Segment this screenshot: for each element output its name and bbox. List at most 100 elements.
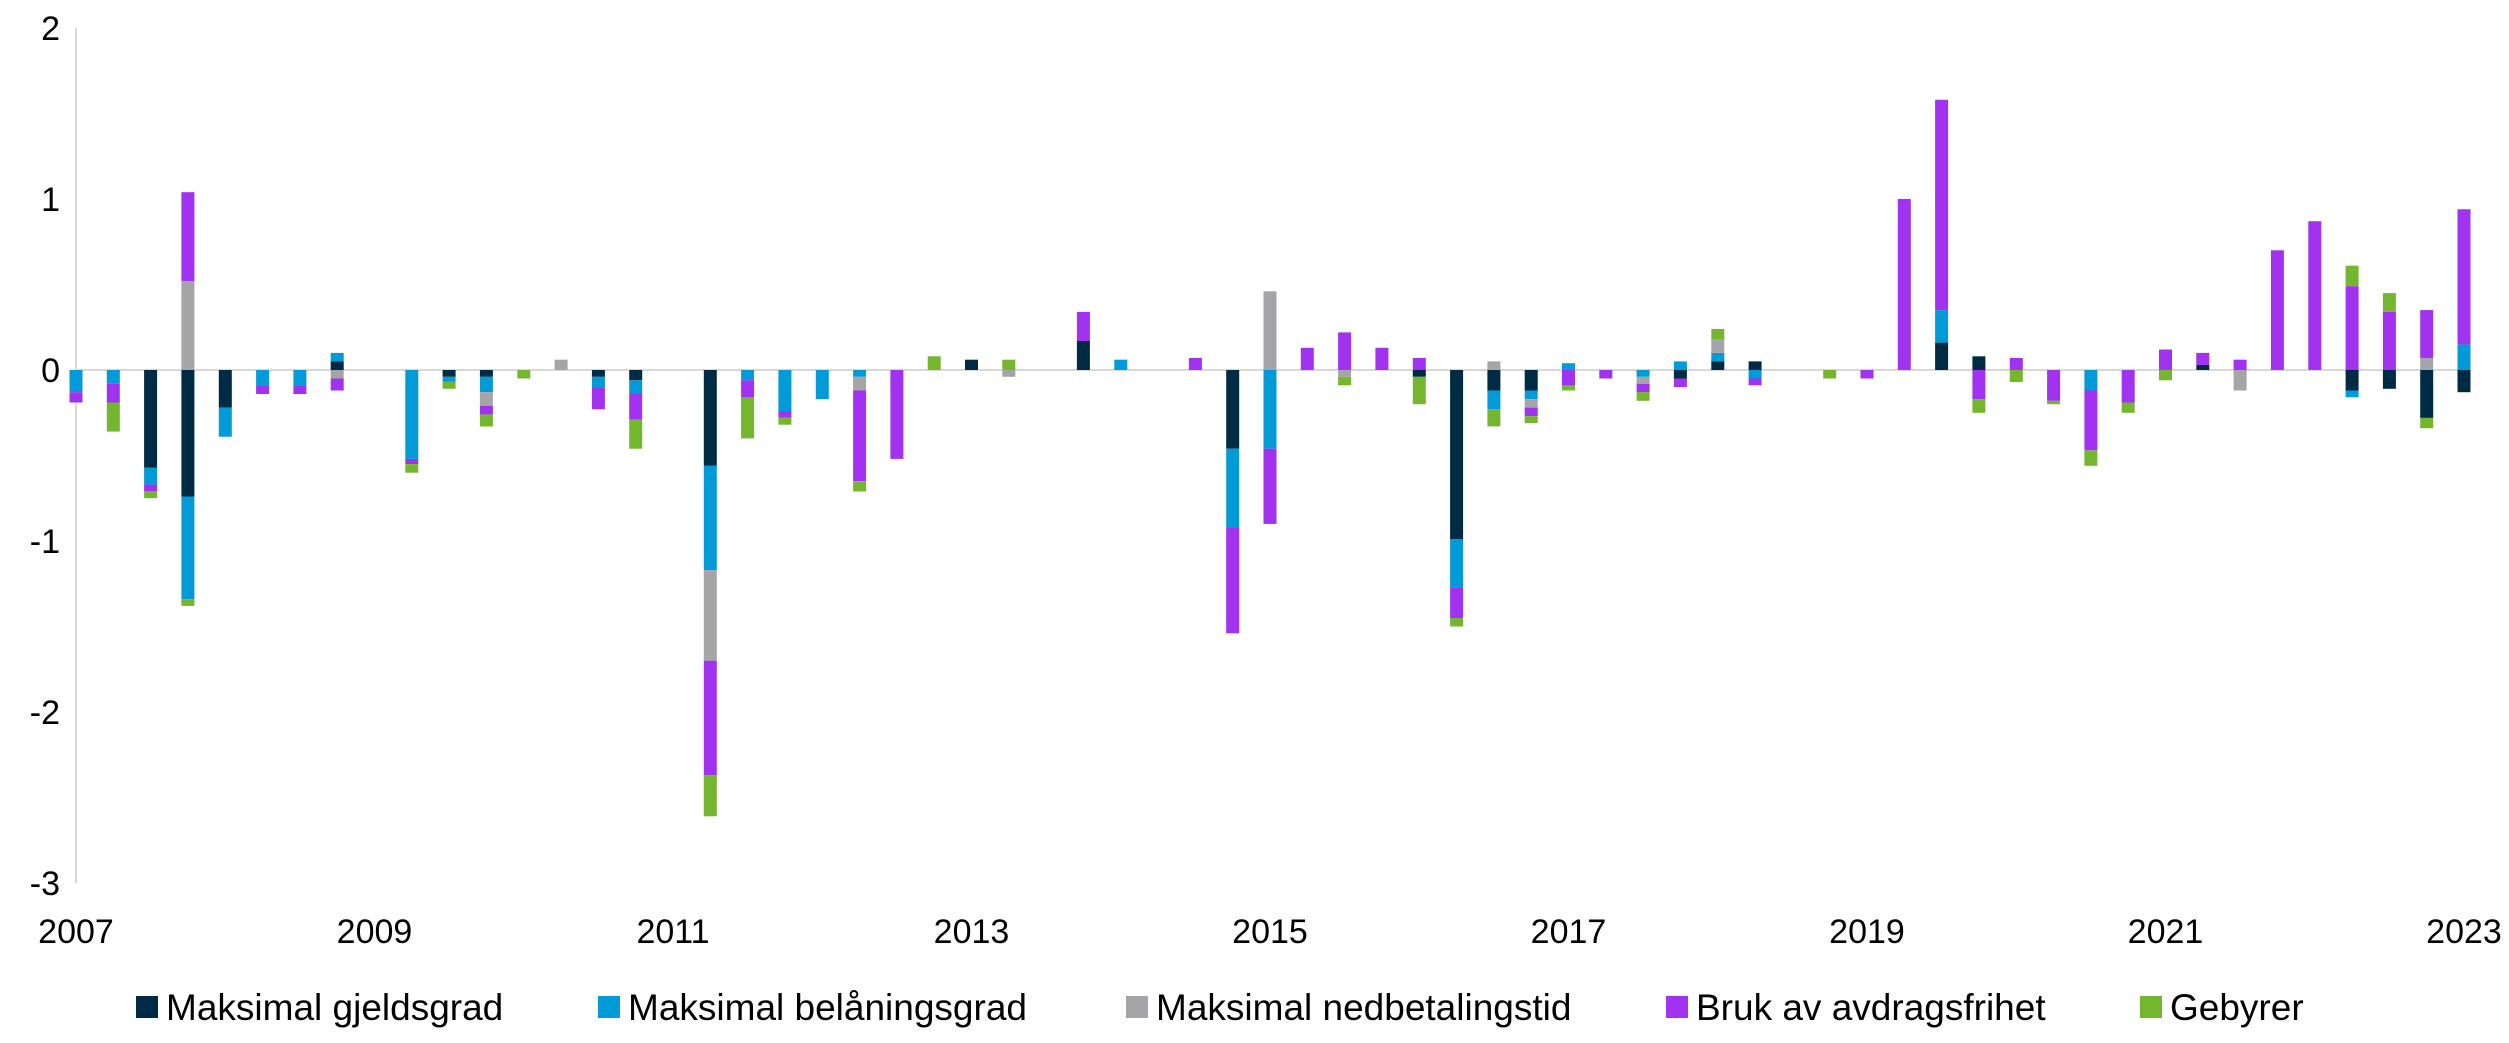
bar-segment-maksimal-gjeldsgrad bbox=[1450, 370, 1464, 540]
bar-segment-bruk-av-avdragsfrihet bbox=[256, 385, 270, 394]
bar-segment-bruk-av-avdragsfrihet bbox=[1897, 199, 1911, 370]
bar-segment-maksimal-gjeldsgrad bbox=[1412, 370, 1426, 377]
bar-segment-bruk-av-avdragsfrihet bbox=[69, 392, 83, 403]
bar-segment-maksimal-gjeldsgrad bbox=[1711, 361, 1725, 370]
bar-segment-maksimal-gjeldsgrad bbox=[181, 370, 195, 497]
bar-segment-bruk-av-avdragsfrihet bbox=[2009, 358, 2023, 370]
bar-segment-bruk-av-avdragsfrihet bbox=[2420, 310, 2434, 358]
bar-segment-bruk-av-avdragsfrihet bbox=[1226, 527, 1240, 634]
bar-segment-maksimal-bel-ningsgrad bbox=[853, 370, 867, 377]
bar-segment-bruk-av-avdragsfrihet bbox=[1412, 358, 1426, 370]
bar-segment-bruk-av-avdragsfrihet bbox=[1860, 370, 1874, 379]
bar-segment-maksimal-nedbetalingstid bbox=[2233, 370, 2247, 391]
legend-item: Bruk av avdragsfrihet bbox=[1666, 987, 2046, 1028]
bar-segment-bruk-av-avdragsfrihet bbox=[1972, 370, 1986, 400]
bar-segment-maksimal-gjeldsgrad bbox=[479, 370, 493, 377]
bar-segment-maksimal-bel-ningsgrad bbox=[1524, 390, 1538, 399]
x-tick-label: 2023 bbox=[2426, 913, 2502, 951]
bar-segment-maksimal-nedbetalingstid bbox=[330, 370, 344, 379]
legend-item: Maksimal gjeldsgrad bbox=[136, 987, 503, 1028]
bar-segment-maksimal-bel-ningsgrad bbox=[1935, 310, 1949, 343]
bar-segment-bruk-av-avdragsfrihet bbox=[1562, 370, 1575, 386]
legend-item: Gebyrer bbox=[2140, 987, 2304, 1028]
bar-segment-gebyrer bbox=[2420, 417, 2434, 429]
bar-segment-bruk-av-avdragsfrihet bbox=[405, 458, 419, 464]
bar-segment-gebyrer bbox=[1524, 416, 1538, 423]
legend-item: Maksimal belåningsgrad bbox=[598, 987, 1027, 1028]
bar-segment-gebyrer bbox=[1823, 370, 1837, 379]
y-tick-label: 0 bbox=[41, 352, 60, 390]
y-tick-label: -2 bbox=[30, 694, 60, 732]
legend-swatch bbox=[1666, 996, 1688, 1018]
bar-segment-gebyrer bbox=[2047, 400, 2061, 405]
bar-segment-maksimal-gjeldsgrad bbox=[330, 361, 344, 370]
bar-segment-gebyrer bbox=[1412, 376, 1426, 405]
bar-segment-maksimal-bel-ningsgrad bbox=[256, 370, 270, 386]
bar-segment-bruk-av-avdragsfrihet bbox=[1748, 378, 1762, 386]
x-tick-label: 2021 bbox=[2128, 913, 2204, 951]
bar-segment-maksimal-bel-ningsgrad bbox=[1636, 370, 1650, 377]
bar-segment-maksimal-gjeldsgrad bbox=[1226, 370, 1240, 449]
legend-label: Gebyrer bbox=[2170, 987, 2304, 1028]
bar-segment-gebyrer bbox=[853, 481, 867, 492]
bar-segment-gebyrer bbox=[629, 419, 643, 449]
bar-segment-bruk-av-avdragsfrihet bbox=[144, 484, 158, 492]
bar-segment-gebyrer bbox=[1636, 392, 1650, 401]
bar-segment-bruk-av-avdragsfrihet bbox=[1673, 378, 1687, 388]
bar-segment-bruk-av-avdragsfrihet bbox=[181, 192, 195, 282]
legend-swatch bbox=[136, 996, 158, 1018]
bar-segment-gebyrer bbox=[1338, 376, 1352, 386]
bar-segment-bruk-av-avdragsfrihet bbox=[2382, 311, 2396, 370]
bar-segment-gebyrer bbox=[2159, 370, 2172, 381]
bar-segment-maksimal-bel-ningsgrad bbox=[703, 465, 717, 571]
legend-swatch bbox=[2140, 996, 2162, 1018]
bar-segment-maksimal-gjeldsgrad bbox=[629, 370, 643, 381]
bar-segment-gebyrer bbox=[778, 417, 792, 425]
bar-segment-maksimal-bel-ningsgrad bbox=[1673, 361, 1687, 370]
y-tick-label: 1 bbox=[41, 181, 60, 219]
bar-segment-bruk-av-avdragsfrihet bbox=[106, 383, 120, 403]
bar-segment-maksimal-bel-ningsgrad bbox=[442, 376, 456, 382]
bar-segment-maksimal-bel-ningsgrad bbox=[1562, 363, 1575, 370]
tick-labels: 2 1 0 -1 -2 -3 2007 2009 2011 2013 2015 2017 2019 202… bbox=[30, 10, 2502, 951]
bar-segment-maksimal-gjeldsgrad bbox=[218, 370, 232, 408]
bar-segment-maksimal-bel-ningsgrad bbox=[218, 407, 232, 437]
legend-label: Bruk av avdragsfrihet bbox=[1696, 987, 2046, 1028]
legend: Maksimal gjeldsgrad Maksimal belåningsgra… bbox=[136, 987, 2304, 1028]
y-tick-label: -3 bbox=[30, 865, 60, 903]
x-tick-label: 2007 bbox=[38, 913, 114, 951]
bar-segment-maksimal-gjeldsgrad bbox=[2382, 370, 2396, 389]
bar-segment-maksimal-bel-ningsgrad bbox=[479, 376, 493, 393]
bar-segment-maksimal-nedbetalingstid bbox=[1338, 370, 1352, 377]
bar-segment-maksimal-bel-ningsgrad bbox=[330, 352, 344, 362]
bar-segment-maksimal-bel-ningsgrad bbox=[629, 380, 643, 394]
bar-segment-maksimal-gjeldsgrad bbox=[442, 370, 456, 377]
x-tick-label: 2019 bbox=[1829, 913, 1905, 951]
x-tick-label: 2013 bbox=[934, 913, 1010, 951]
bar-segment-gebyrer bbox=[2009, 370, 2023, 382]
bar-segment-maksimal-bel-ningsgrad bbox=[815, 370, 829, 400]
bar-segment-maksimal-bel-ningsgrad bbox=[2457, 344, 2471, 370]
bar-segment-maksimal-bel-ningsgrad bbox=[1487, 390, 1501, 410]
bar-segment-bruk-av-avdragsfrihet bbox=[1599, 370, 1613, 379]
bar-segment-bruk-av-avdragsfrihet bbox=[1935, 99, 1949, 311]
bar-segment-bruk-av-avdragsfrihet bbox=[2159, 349, 2172, 370]
bar-segment-bruk-av-avdragsfrihet bbox=[330, 378, 344, 391]
bar-segment-bruk-av-avdragsfrihet bbox=[890, 370, 904, 459]
bar-segment-maksimal-nedbetalingstid bbox=[554, 359, 568, 370]
bar-segment-bruk-av-avdragsfrihet bbox=[591, 387, 605, 410]
bar-segment-maksimal-gjeldsgrad bbox=[2457, 370, 2471, 393]
bar-segment-gebyrer bbox=[1450, 618, 1464, 627]
bar-segment-bruk-av-avdragsfrihet bbox=[1076, 311, 1090, 341]
bar-segment-maksimal-bel-ningsgrad bbox=[293, 370, 307, 386]
bar-segment-maksimal-nedbetalingstid bbox=[1636, 376, 1650, 384]
bar-segment-gebyrer bbox=[181, 599, 195, 606]
bar-segment-bruk-av-avdragsfrihet bbox=[2457, 209, 2471, 345]
legend-swatch bbox=[1126, 996, 1148, 1018]
bar-segment-bruk-av-avdragsfrihet bbox=[2233, 359, 2247, 370]
bar-segment-bruk-av-avdragsfrihet bbox=[1263, 448, 1277, 524]
legend-label: Maksimal belåningsgrad bbox=[628, 987, 1027, 1028]
bar-segment-bruk-av-avdragsfrihet bbox=[2047, 370, 2061, 401]
